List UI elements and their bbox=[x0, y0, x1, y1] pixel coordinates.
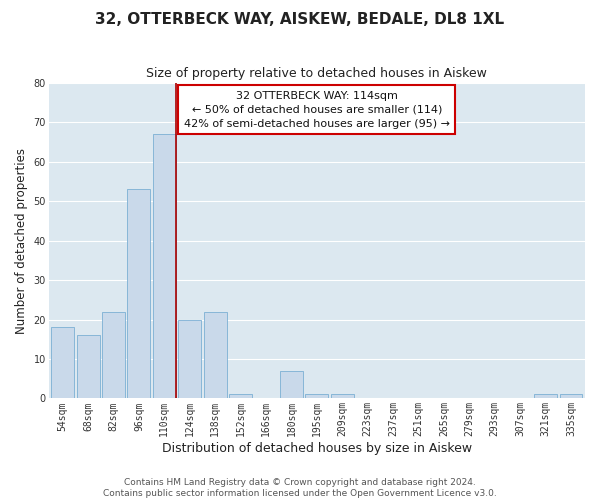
Y-axis label: Number of detached properties: Number of detached properties bbox=[15, 148, 28, 334]
Text: 32 OTTERBECK WAY: 114sqm
← 50% of detached houses are smaller (114)
42% of semi-: 32 OTTERBECK WAY: 114sqm ← 50% of detach… bbox=[184, 91, 450, 129]
Bar bbox=[305, 394, 328, 398]
Bar bbox=[280, 371, 303, 398]
Bar bbox=[153, 134, 176, 398]
Bar bbox=[560, 394, 583, 398]
Bar bbox=[204, 312, 227, 398]
Bar bbox=[534, 394, 557, 398]
Bar bbox=[229, 394, 252, 398]
Title: Size of property relative to detached houses in Aiskew: Size of property relative to detached ho… bbox=[146, 68, 487, 80]
Bar bbox=[127, 190, 151, 398]
Text: Contains HM Land Registry data © Crown copyright and database right 2024.
Contai: Contains HM Land Registry data © Crown c… bbox=[103, 478, 497, 498]
Bar bbox=[77, 336, 100, 398]
Bar bbox=[178, 320, 201, 398]
Text: 32, OTTERBECK WAY, AISKEW, BEDALE, DL8 1XL: 32, OTTERBECK WAY, AISKEW, BEDALE, DL8 1… bbox=[95, 12, 505, 28]
Bar bbox=[331, 394, 354, 398]
Bar bbox=[102, 312, 125, 398]
X-axis label: Distribution of detached houses by size in Aiskew: Distribution of detached houses by size … bbox=[162, 442, 472, 455]
Bar bbox=[51, 328, 74, 398]
